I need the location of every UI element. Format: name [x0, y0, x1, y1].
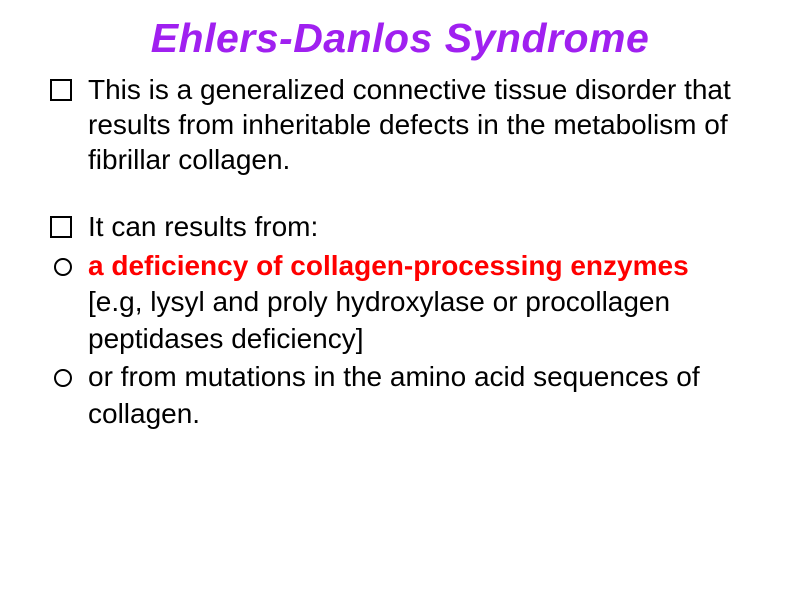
bullet-item-definition: This is a generalized connective tissue … — [50, 72, 750, 177]
slide-title: Ehlers-Danlos Syndrome — [50, 15, 750, 62]
highlight-text: a deficiency of collagen-processing enzy… — [88, 250, 689, 281]
sub-bullet-list: a deficiency of collagen-processing enzy… — [50, 248, 750, 432]
bullet-item-causes-intro: It can results from: — [50, 209, 750, 244]
sub-item-rest: [e.g, lysyl and proly hydroxylase or pro… — [88, 286, 670, 353]
sub-item-mutations: or from mutations in the amino acid sequ… — [50, 359, 750, 432]
sub-item-enzyme-deficiency: a deficiency of collagen-processing enzy… — [50, 248, 750, 357]
main-bullet-list: This is a generalized connective tissue … — [50, 72, 750, 244]
